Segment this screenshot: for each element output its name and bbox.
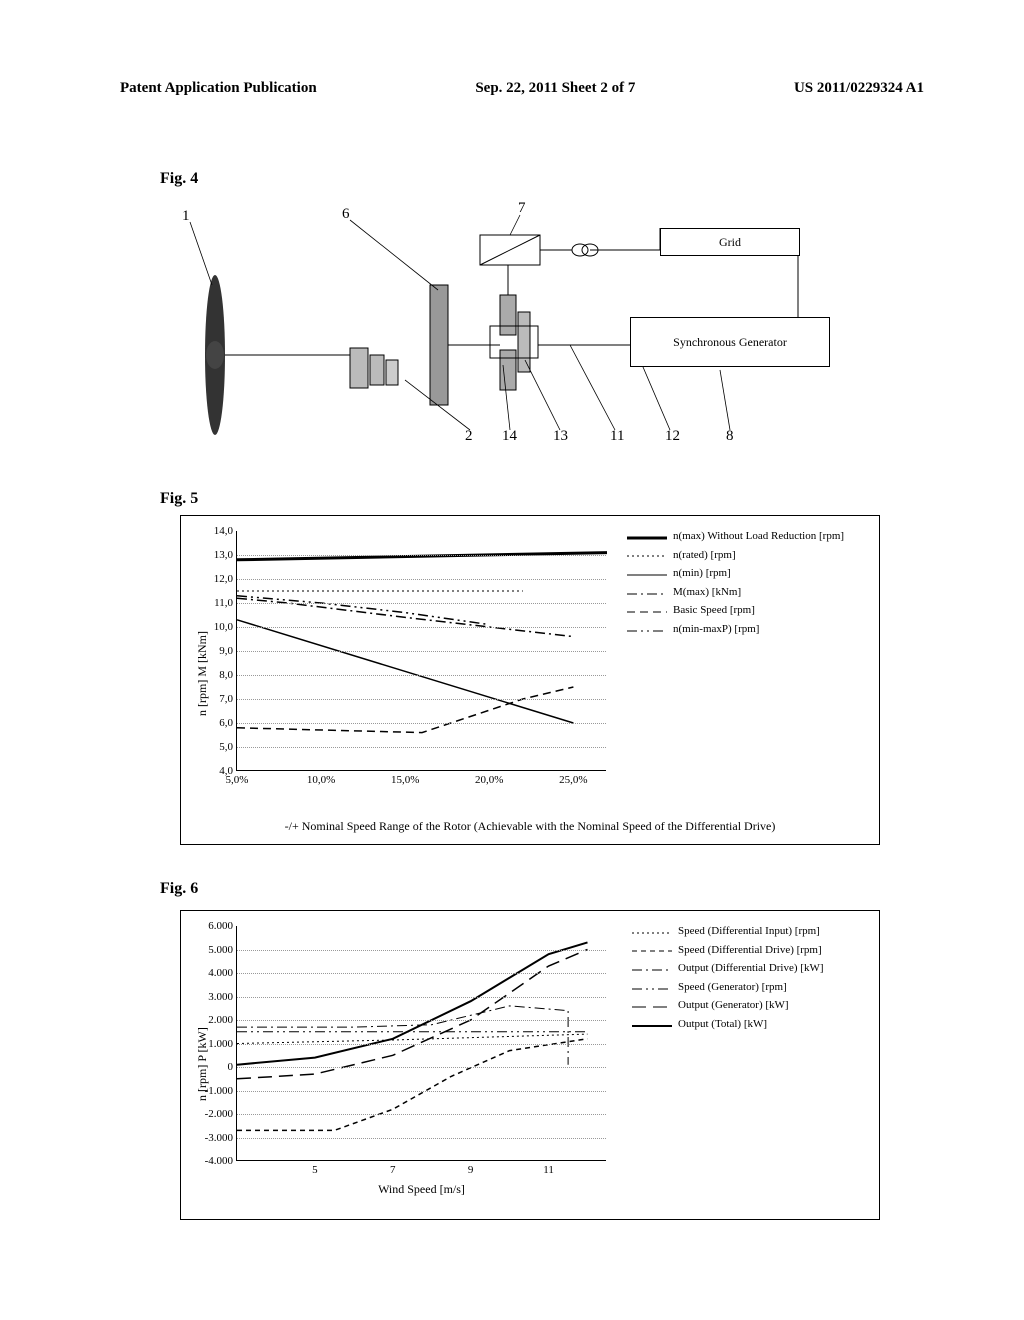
ytick: -4.000: [205, 1155, 237, 1167]
legend-swatch: [632, 927, 672, 937]
callout-12: 12: [665, 428, 680, 445]
fig6-legend: Speed (Differential Input) [rpm] Speed (…: [632, 923, 867, 1035]
legend-swatch: [632, 1020, 672, 1030]
ytick: 5,0: [219, 741, 237, 753]
ytick: 1.000: [208, 1038, 237, 1050]
fig6-xlabel: Wind Speed [m/s]: [237, 1182, 606, 1197]
legend-label: Speed (Generator) [rpm]: [678, 979, 787, 997]
fig5-box: n [rpm] M [kNm] 4,05,06,07,08,09,010,011…: [180, 515, 880, 845]
fig5-legend: n(max) Without Load Reduction [rpm] n(ra…: [627, 528, 867, 640]
legend-item: Output (Total) [kW]: [632, 1016, 867, 1034]
fig5-label: Fig. 5: [160, 490, 198, 508]
callout-11: 11: [610, 428, 624, 445]
ytick: 8,0: [219, 669, 237, 681]
xtick: 15,0%: [391, 770, 419, 786]
ytick: 12,0: [214, 573, 237, 585]
legend-label: Output (Generator) [kW]: [678, 997, 789, 1015]
ytick: 4.000: [208, 967, 237, 979]
legend-item: Speed (Differential Drive) [rpm]: [632, 942, 867, 960]
header-left: Patent Application Publication: [120, 80, 317, 97]
callout-6: 6: [342, 206, 350, 223]
ytick: 2.000: [208, 1014, 237, 1026]
ytick: 3.000: [208, 991, 237, 1003]
legend-item: Speed (Generator) [rpm]: [632, 979, 867, 997]
legend-swatch: [627, 588, 667, 598]
fig4-generator-box: Synchronous Generator: [630, 317, 830, 367]
xtick: 9: [468, 1160, 474, 1176]
legend-swatch: [632, 1001, 672, 1011]
legend-label: Basic Speed [rpm]: [673, 602, 755, 620]
legend-item: Speed (Differential Input) [rpm]: [632, 923, 867, 941]
header-center: Sep. 22, 2011 Sheet 2 of 7: [475, 80, 635, 97]
legend-swatch: [627, 569, 667, 579]
xtick: 5,0%: [226, 770, 249, 786]
ytick: 6.000: [208, 920, 237, 932]
callout-7: 7: [518, 200, 526, 217]
legend-label: Output (Total) [kW]: [678, 1016, 767, 1034]
fig6-box: n [rpm] P [kW] Wind Speed [m/s] -4.000-3…: [180, 910, 880, 1220]
legend-label: n(min-maxP) [rpm]: [673, 621, 759, 639]
callout-1: 1: [182, 208, 190, 225]
legend-item: M(max) [kNm]: [627, 584, 867, 602]
ytick: 14,0: [214, 525, 237, 537]
legend-item: n(rated) [rpm]: [627, 547, 867, 565]
fig6-chart: Wind Speed [m/s] -4.000-3.000-2.000-1.00…: [236, 926, 606, 1161]
callout-14: 14: [502, 428, 517, 445]
fig5-yaxis-label: n [rpm] M [kNm]: [195, 631, 210, 716]
ytick: 11,0: [214, 597, 237, 609]
fig4-diagram: Grid Synchronous Generator 1 6 7 2 14 13…: [160, 200, 880, 460]
fig5-caption: -/+ Nominal Speed Range of the Rotor (Ac…: [181, 819, 879, 834]
legend-swatch: [632, 983, 672, 993]
legend-item: Output (Differential Drive) [kW]: [632, 960, 867, 978]
ytick: 10,0: [214, 621, 237, 633]
fig4-label: Fig. 4: [160, 170, 198, 188]
legend-swatch: [632, 964, 672, 974]
legend-label: Speed (Differential Input) [rpm]: [678, 923, 820, 941]
legend-label: M(max) [kNm]: [673, 584, 741, 602]
legend-item: n(min) [rpm]: [627, 565, 867, 583]
legend-label: Speed (Differential Drive) [rpm]: [678, 942, 822, 960]
callout-2: 2: [465, 428, 473, 445]
callout-13: 13: [553, 428, 568, 445]
legend-swatch: [627, 606, 667, 616]
xtick: 20,0%: [475, 770, 503, 786]
xtick: 7: [390, 1160, 396, 1176]
ytick: 7,0: [219, 693, 237, 705]
ytick: 6,0: [219, 717, 237, 729]
legend-item: Basic Speed [rpm]: [627, 602, 867, 620]
ytick: -2.000: [205, 1108, 237, 1120]
callout-8: 8: [726, 428, 734, 445]
xtick: 25,0%: [559, 770, 587, 786]
fig6-label: Fig. 6: [160, 880, 198, 898]
legend-item: n(max) Without Load Reduction [rpm]: [627, 528, 867, 546]
ytick: 13,0: [214, 549, 237, 561]
legend-label: n(min) [rpm]: [673, 565, 731, 583]
xtick: 5: [312, 1160, 318, 1176]
legend-swatch: [627, 625, 667, 635]
legend-swatch: [627, 532, 667, 542]
ytick: -1.000: [205, 1085, 237, 1097]
xtick: 10,0%: [307, 770, 335, 786]
ytick: -3.000: [205, 1132, 237, 1144]
ytick: 5.000: [208, 944, 237, 956]
header-right: US 2011/0229324 A1: [794, 80, 924, 97]
ytick: 0: [228, 1061, 238, 1073]
xtick: 11: [543, 1160, 554, 1176]
legend-item: n(min-maxP) [rpm]: [627, 621, 867, 639]
fig4-grid-box: Grid: [660, 228, 800, 256]
legend-swatch: [632, 945, 672, 955]
legend-label: n(max) Without Load Reduction [rpm]: [673, 528, 844, 546]
fig5-chart: 4,05,06,07,08,09,010,011,012,013,014,05,…: [236, 531, 606, 771]
legend-swatch: [627, 550, 667, 560]
legend-item: Output (Generator) [kW]: [632, 997, 867, 1015]
legend-label: n(rated) [rpm]: [673, 547, 736, 565]
ytick: 9,0: [219, 645, 237, 657]
legend-label: Output (Differential Drive) [kW]: [678, 960, 824, 978]
